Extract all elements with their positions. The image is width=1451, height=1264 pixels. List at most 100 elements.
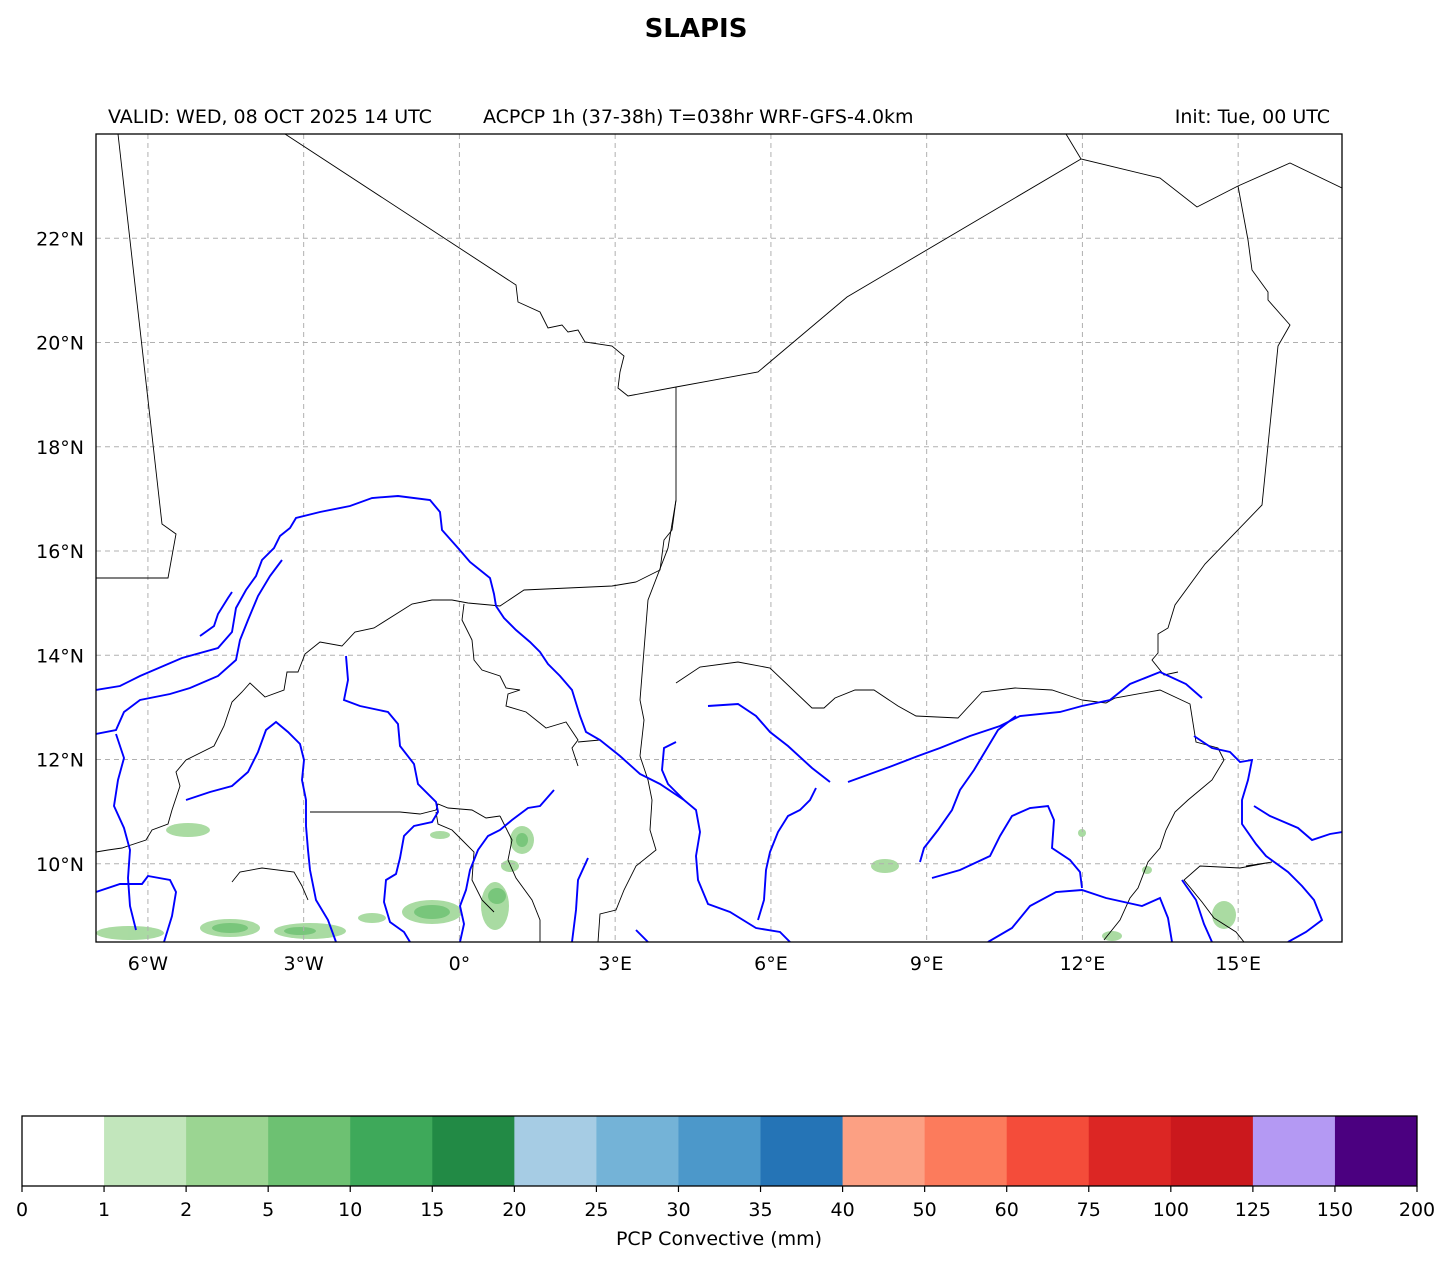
init-time-label: Init: Tue, 00 UTC [1175,106,1330,128]
graticule [96,134,1342,942]
kaduna-river [757,787,817,921]
valid-time-label: VALID: WED, 08 OCT 2025 14 UTC [108,106,432,128]
colorbar-swatch [22,1116,105,1186]
precip-patch [96,926,164,940]
colorbar-tick-label: 20 [502,1199,526,1221]
colorbar-tick-label: 75 [1077,1199,1101,1221]
precip-core [516,833,528,847]
colorbar-swatches [22,1116,1418,1186]
colorbar-swatch [1334,1116,1418,1186]
colorbar-tick-label: 2 [180,1199,192,1221]
river-east-a [919,715,1017,863]
colorbar-swatch [596,1116,679,1186]
colorbar-tick-label: 50 [913,1199,937,1221]
latitude-tick-label: 20°N [36,333,84,355]
border-line [284,134,1082,397]
precip-patch [1078,829,1086,837]
colorbar-tick-label: 15 [420,1199,444,1221]
latitude-tick-label: 14°N [36,645,84,667]
precip-patch [871,859,899,873]
colorbar-tick-label: 125 [1235,1199,1271,1221]
longitude-tick-label: 0° [449,953,471,975]
river-western [96,874,177,942]
precip-patch [1212,901,1236,929]
colorbar-swatch [104,1116,187,1186]
border-line [1151,185,1291,676]
precip-patch [358,913,386,923]
country-borders [96,134,1342,942]
map-frame [95,133,1343,943]
colorbar-swatch [678,1116,762,1186]
colorbar-tick-label: 35 [748,1199,772,1221]
precip-core [414,905,450,919]
longitude-tick-label: 3°W [283,953,324,975]
figure-title: SLAPIS [645,14,748,44]
niger-river [96,495,791,942]
latitude-tick-label: 12°N [36,750,84,772]
precip-patch [166,823,210,837]
niger-delta-branch [199,591,233,637]
colorbar-tick-label: 40 [830,1199,854,1221]
longitude-tick-labels: 6°W 3°W 0° 3°E 6°E 9°E 12°E 15°E [128,953,1261,975]
colorbar-swatch [432,1116,515,1186]
latitude-tick-label: 16°N [36,541,84,563]
colorbar-swatch [924,1116,1008,1186]
longitude-tick-label: 9°E [910,953,944,975]
border-line [675,661,1083,719]
product-label: ACPCP 1h (37-38h) T=038hr WRF-GFS-4.0km [483,106,914,128]
colorbar-swatch [1252,1116,1336,1186]
river-east-b [931,804,1083,889]
sokoto-river [707,703,831,783]
precip-core [284,927,316,935]
precip-core [212,923,248,933]
border-line [1183,861,1273,942]
colorbar-frame [21,1115,1418,1187]
map-panel: 6°W 3°W 0° 3°E 6°E 9°E 12°E 15°E 22°N 20°N 18°N 16… [36,133,1343,975]
border-line [435,811,495,913]
niger-inner-delta [96,559,283,735]
colorbar-swatch [268,1116,351,1186]
border-line [577,739,601,743]
border-line [461,603,579,767]
river-south-center [635,929,649,942]
precip-core [488,888,506,904]
longitude-tick-label: 12°E [1060,953,1106,975]
benue-river [987,889,1173,942]
map-background [96,134,1342,942]
colorbar-tick-label: 10 [338,1199,362,1221]
rivers [96,495,1342,942]
longitude-tick-label: 6°E [754,953,788,975]
latitude-tick-labels: 22°N 20°N 18°N 16°N 14°N 12°N 10°N [36,228,84,876]
border-line [96,134,177,579]
precip-patch [1102,931,1122,941]
border-line [597,499,677,942]
colorbar: 0 1 2 5 10 15 20 25 30 35 40 50 60 75 100 125 150 200 PCP… [16,1115,1435,1250]
colorbar-tick-label: 1 [98,1199,110,1221]
black-volta [185,720,337,942]
colorbar-tick-label: 150 [1317,1199,1353,1221]
border-line [231,867,309,901]
colorbar-tick-label: 25 [584,1199,608,1221]
colorbar-swatch [1088,1116,1172,1186]
colorbar-tick-label: 200 [1399,1199,1435,1221]
border-line [310,803,501,819]
colorbar-swatch [842,1116,926,1186]
precip-patch [430,831,450,839]
precip-patch [501,860,519,872]
latitude-tick-label: 18°N [36,437,84,459]
colorbar-swatch [514,1116,597,1186]
border-line [96,387,677,853]
oti-river [459,789,555,942]
longitude-tick-label: 3°E [598,953,632,975]
logone-chari-river [1193,735,1324,942]
colorbar-swatch [1006,1116,1090,1186]
border-line [1065,134,1342,208]
bani-river [113,733,137,931]
colorbar-tick-label: 30 [666,1199,690,1221]
colorbar-tick-label: 0 [16,1199,28,1221]
longitude-tick-label: 15°E [1215,953,1261,975]
latitude-tick-label: 10°N [36,854,84,876]
colorbar-label: PCP Convective (mm) [616,1228,822,1250]
longitude-tick-label: 6°W [128,953,169,975]
